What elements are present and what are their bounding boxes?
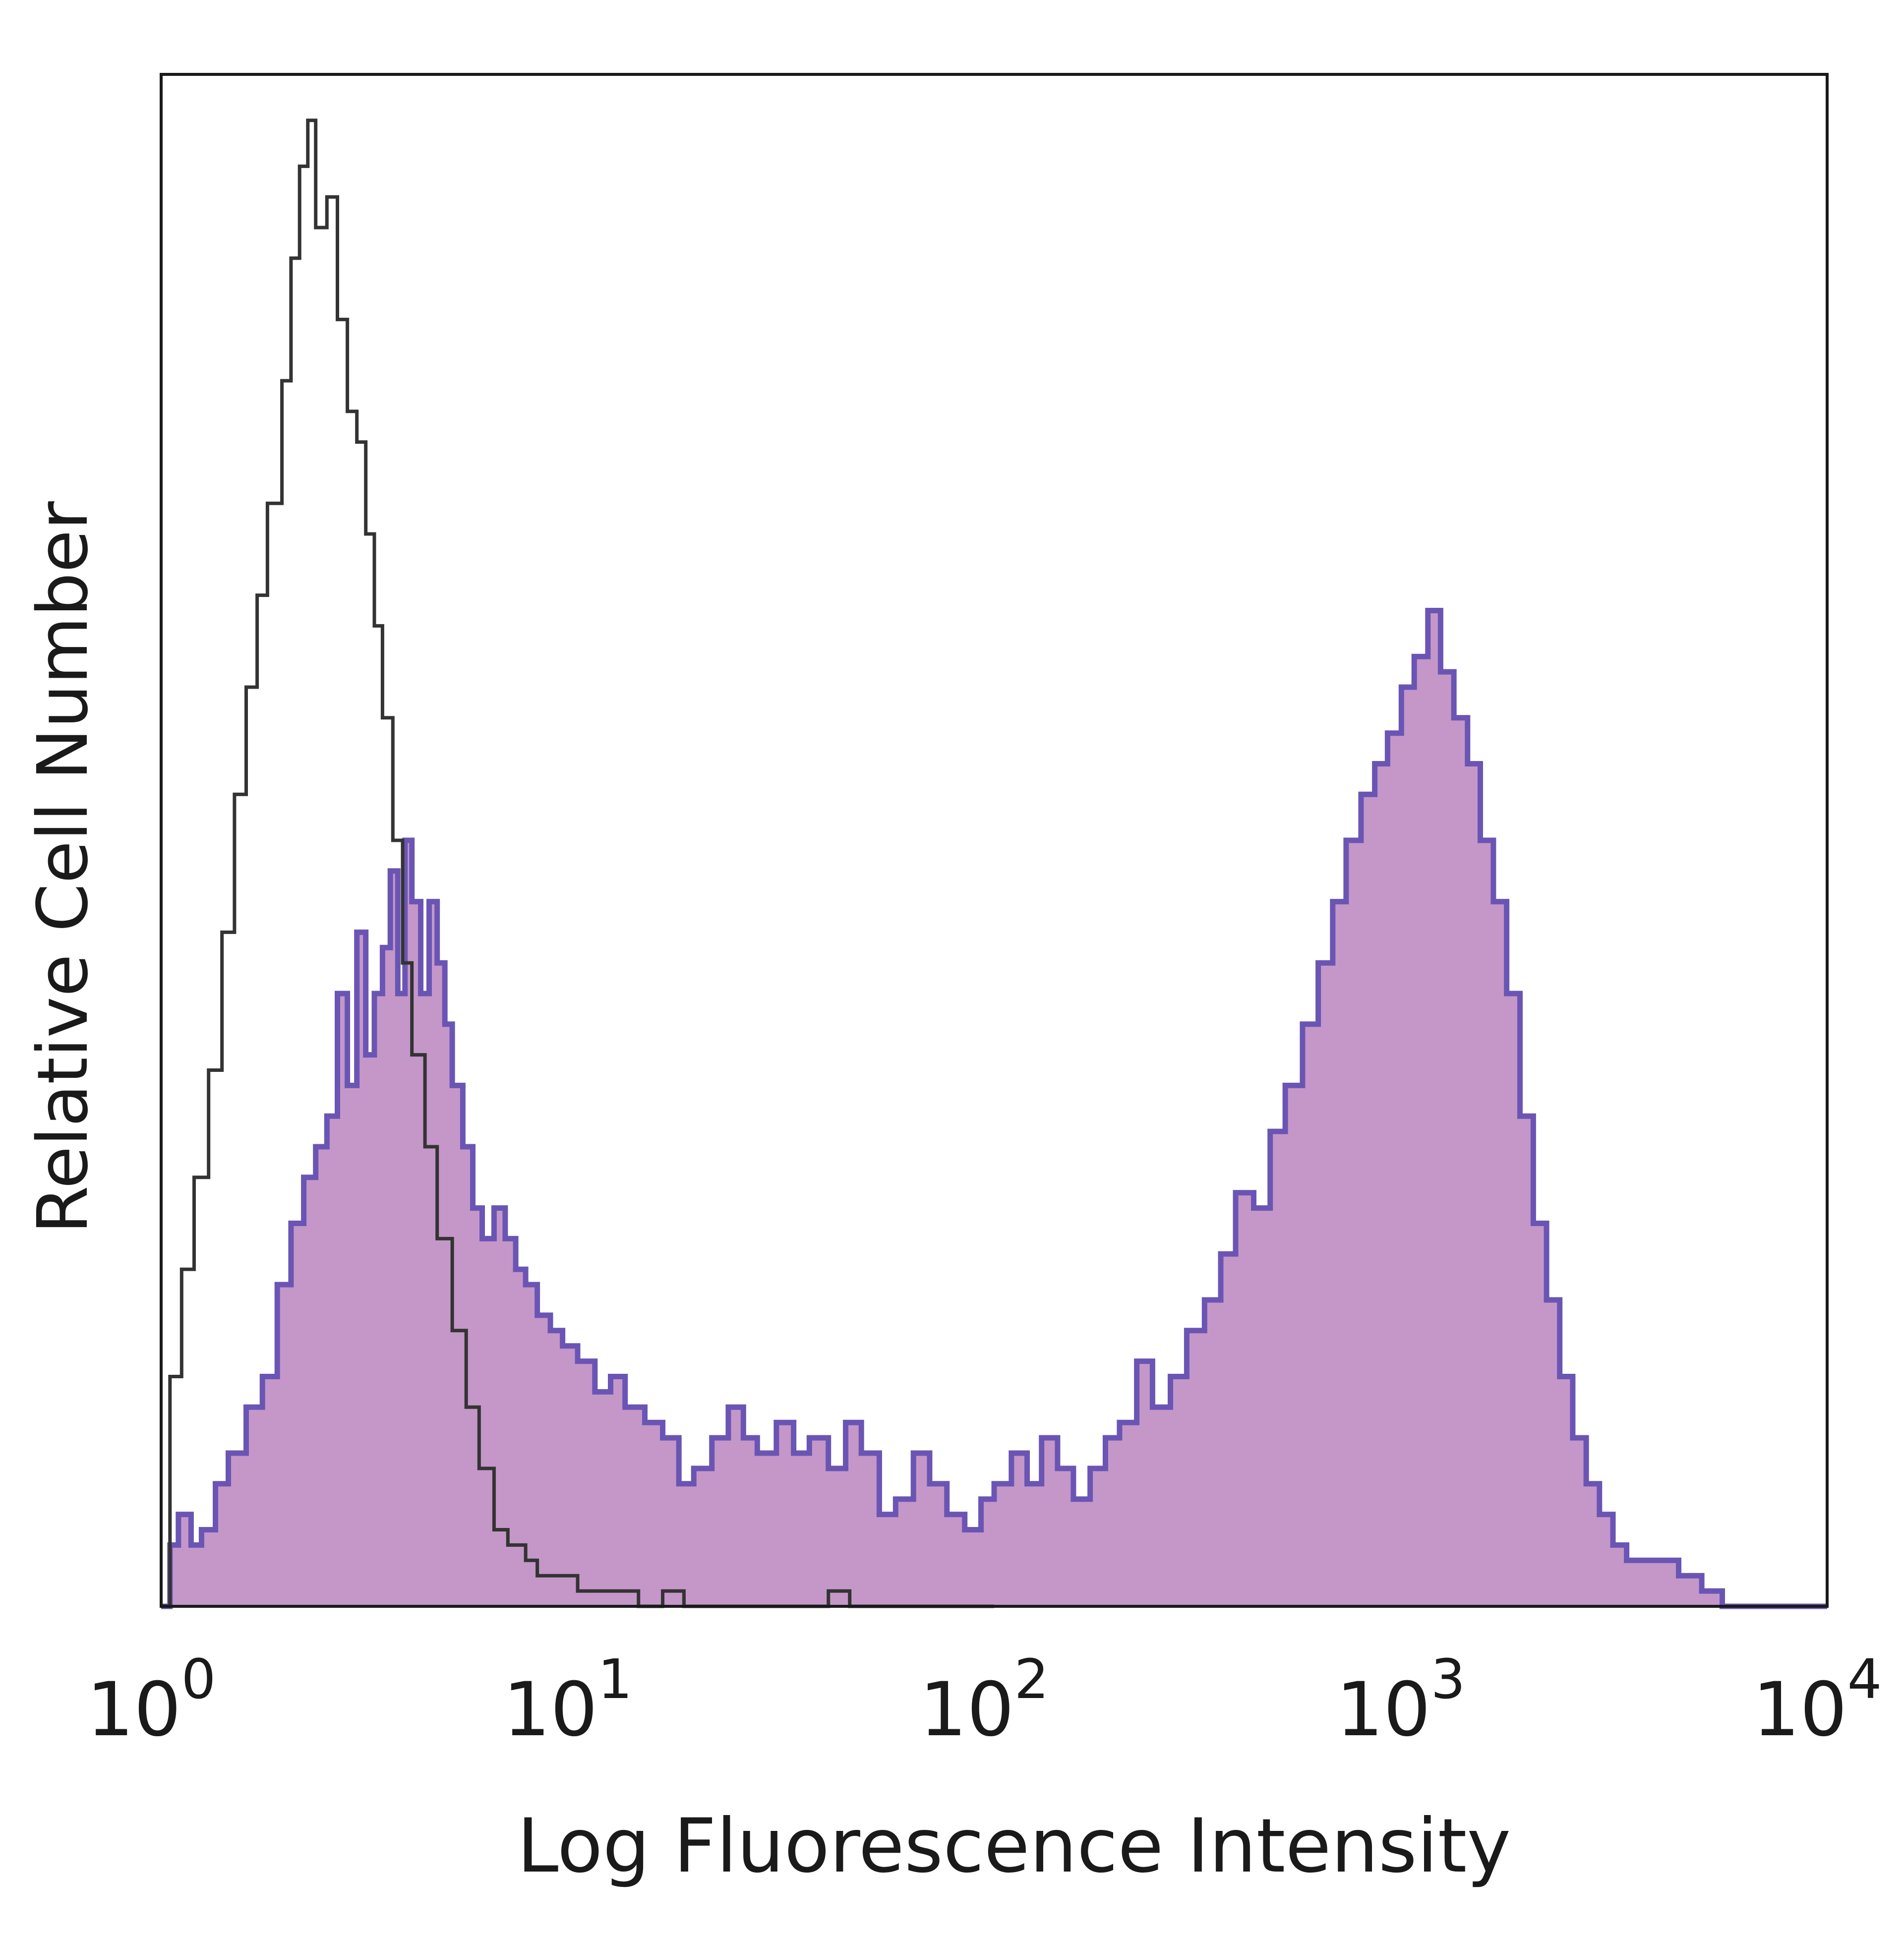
x-tick-label-0: 100 — [87, 1647, 216, 1753]
x-tick-label-4: 104 — [1753, 1647, 1882, 1753]
x-axis-label: Log Fluorescence Intensity — [517, 1803, 1511, 1889]
plot-frame — [160, 73, 1829, 1608]
series-layer — [161, 118, 1827, 1609]
x-tick-labels: 100 101 102 103 104 — [87, 1647, 1882, 1753]
series-1-fill — [161, 610, 1827, 1606]
series-1-line — [161, 608, 1827, 1609]
series-0-line — [161, 118, 994, 1608]
x-tick-label-2: 102 — [920, 1647, 1049, 1753]
x-tick-label-1: 101 — [503, 1647, 633, 1753]
y-axis-label: Relative Cell Number — [23, 501, 104, 1234]
x-tick-label-3: 103 — [1336, 1647, 1466, 1753]
